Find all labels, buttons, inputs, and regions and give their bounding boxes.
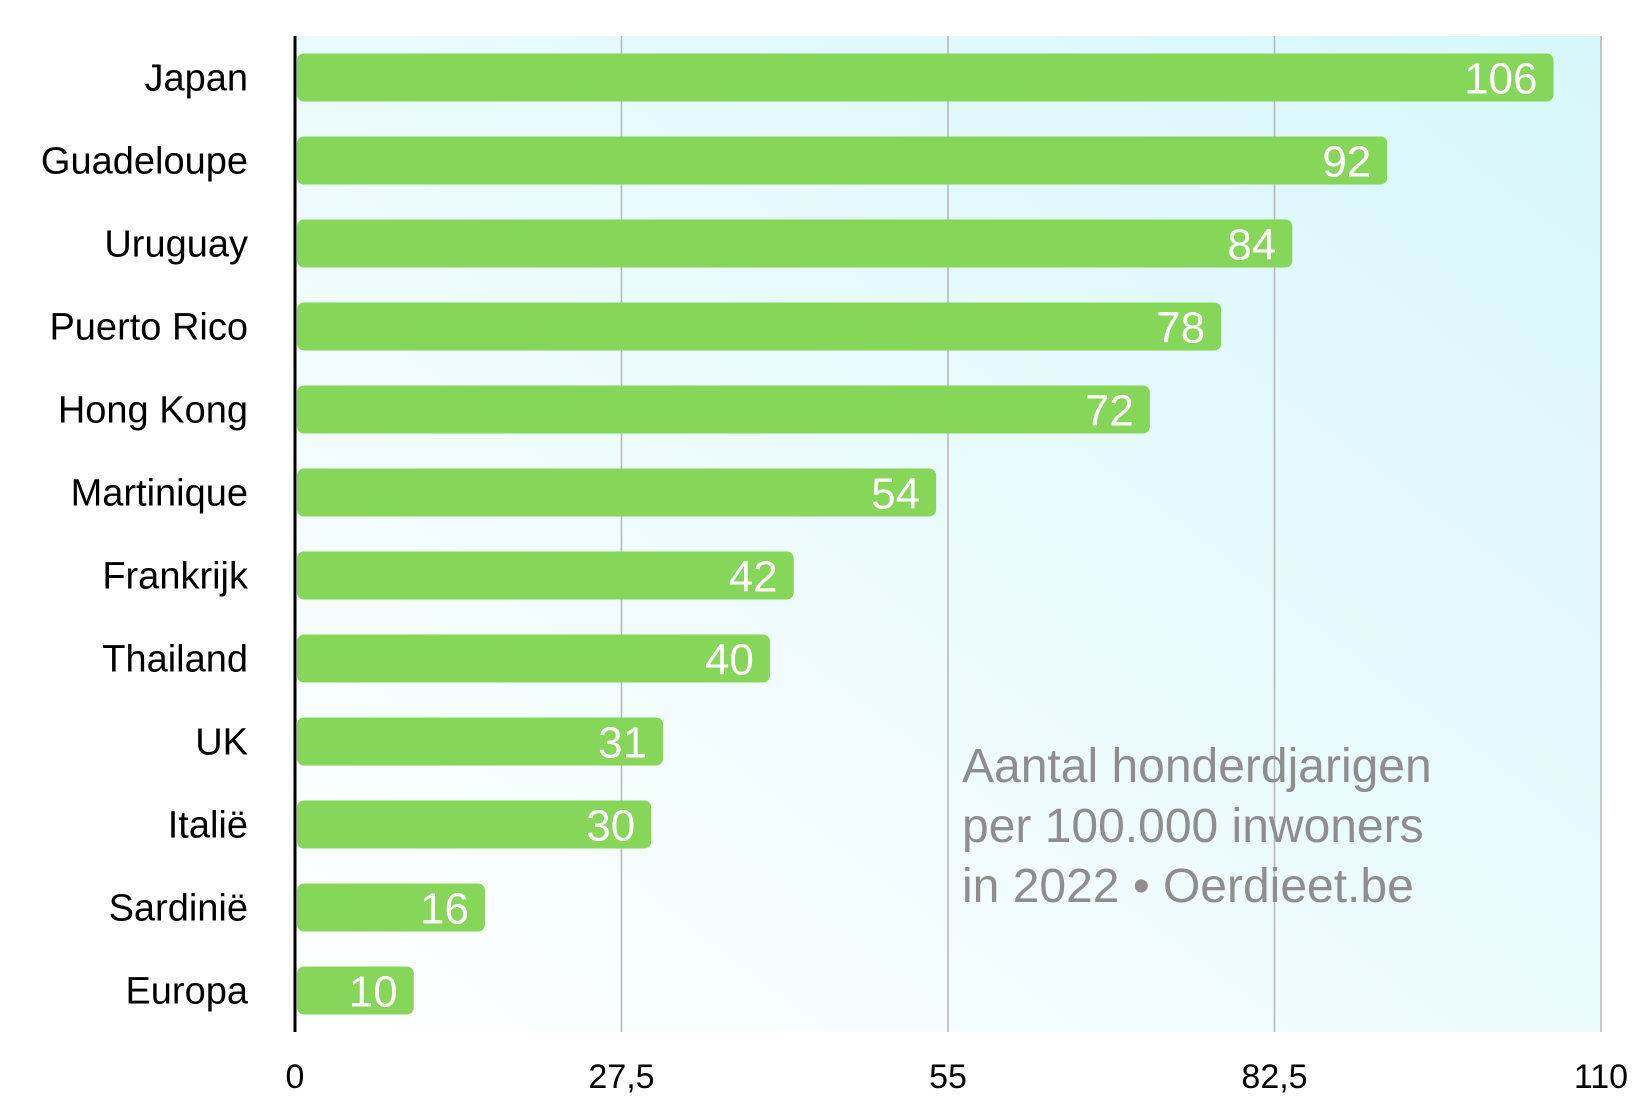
bar-9: [297, 800, 652, 849]
data-label-3: 78: [1156, 304, 1205, 353]
category-labels: Japan Guadeloupe Uruguay Puerto Rico Hong Ko…: [41, 58, 249, 1013]
category-label-3: Puerto Rico: [49, 307, 248, 349]
x-tick-labels: 0 27,5 55 82,5 110: [286, 1058, 1629, 1096]
data-label-8: 31: [598, 719, 647, 768]
bar-1: [297, 136, 1388, 185]
bar-5: [297, 468, 937, 517]
category-label-7: Thailand: [102, 639, 248, 681]
bar-6: [297, 551, 794, 600]
data-label-11: 10: [349, 968, 398, 1017]
bar-3: [297, 302, 1222, 351]
bar-10: [297, 883, 485, 932]
category-label-10: Sardinië: [109, 888, 248, 930]
data-label-0: 106: [1464, 55, 1537, 104]
x-tick-label-4: 110: [1574, 1058, 1628, 1096]
x-tick-label-1: 27,5: [588, 1058, 654, 1096]
annotation-line-2: per 100.000 inwoners: [962, 800, 1424, 853]
data-label-2: 84: [1227, 221, 1276, 270]
annotation-line-1: Aantal honderdjarigen: [962, 740, 1432, 793]
bar-11: [297, 966, 414, 1015]
category-label-2: Uruguay: [104, 224, 248, 266]
data-label-5: 54: [871, 470, 920, 519]
category-label-11: Europa: [125, 971, 248, 1013]
data-label-9: 30: [586, 802, 635, 851]
category-label-8: UK: [195, 722, 248, 764]
bar-0: [297, 53, 1554, 102]
x-tick-label-2: 55: [929, 1058, 967, 1096]
bar-8: [297, 717, 664, 766]
annotation-line-3: in 2022 • Oerdieet.be: [962, 860, 1414, 913]
bars: 106 92 84 78 72 54 42 40 31 30 16 10: [297, 53, 1554, 1017]
data-label-10: 16: [420, 885, 469, 934]
chart-annotation: Aantal honderdjarigen per 100.000 inwone…: [962, 740, 1445, 913]
data-label-7: 40: [705, 636, 754, 685]
x-tick-label-0: 0: [286, 1058, 305, 1096]
category-label-6: Frankrijk: [102, 556, 249, 598]
bar-4: [297, 385, 1150, 434]
gridlines: [620, 36, 1602, 1032]
category-label-0: Japan: [144, 58, 248, 100]
data-label-6: 42: [729, 553, 778, 602]
category-label-1: Guadeloupe: [41, 141, 248, 183]
category-label-5: Martinique: [71, 473, 248, 515]
bar-2: [297, 219, 1293, 268]
x-tick-label-3: 82,5: [1241, 1058, 1307, 1096]
bar-7: [297, 634, 770, 683]
data-label-1: 92: [1322, 138, 1371, 187]
category-label-4: Hong Kong: [58, 390, 248, 432]
data-label-4: 72: [1085, 387, 1134, 436]
category-label-9: Italië: [168, 805, 248, 847]
